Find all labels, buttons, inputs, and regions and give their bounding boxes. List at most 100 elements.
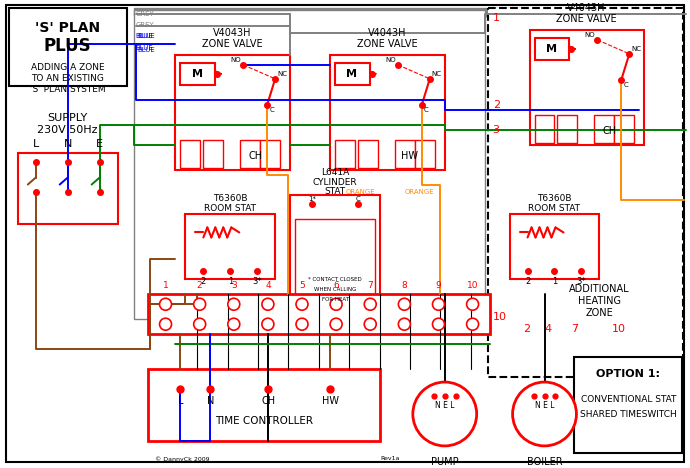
Text: PLUS: PLUS — [44, 37, 92, 55]
Circle shape — [364, 318, 376, 330]
Bar — [180, 63, 215, 85]
Text: 1: 1 — [552, 277, 557, 286]
Circle shape — [433, 318, 444, 330]
Bar — [335, 139, 355, 168]
Circle shape — [194, 318, 206, 330]
Bar — [594, 115, 614, 143]
Text: NO: NO — [584, 32, 595, 38]
Text: N: N — [206, 396, 214, 406]
Circle shape — [262, 318, 274, 330]
Text: NC: NC — [631, 46, 641, 52]
Text: * CONTACT CLOSED: * CONTACT CLOSED — [308, 277, 362, 282]
Text: 10: 10 — [493, 312, 506, 322]
Text: BLUE: BLUE — [137, 33, 155, 39]
Text: 3: 3 — [231, 281, 237, 290]
Text: ZONE VALVE: ZONE VALVE — [357, 39, 417, 49]
Bar — [18, 153, 117, 225]
Text: L: L — [32, 139, 39, 149]
Text: ORANGE: ORANGE — [405, 189, 435, 195]
Circle shape — [398, 318, 411, 330]
Text: N: N — [63, 139, 72, 149]
Text: T6360B: T6360B — [538, 194, 572, 203]
Text: SHARED TIMESWITCH: SHARED TIMESWITCH — [580, 410, 677, 419]
Bar — [488, 8, 683, 377]
Text: © DannyCk 2009: © DannyCk 2009 — [155, 456, 210, 462]
Text: C: C — [623, 82, 628, 88]
Circle shape — [398, 298, 411, 310]
Text: NO: NO — [230, 57, 241, 63]
Bar — [148, 369, 380, 441]
Text: C: C — [355, 196, 360, 202]
Text: N E L: N E L — [435, 402, 455, 410]
Bar — [415, 139, 435, 168]
Text: HEATING: HEATING — [578, 296, 621, 306]
Text: 2: 2 — [197, 281, 202, 290]
Bar — [180, 139, 200, 168]
Bar — [240, 139, 260, 168]
Text: M: M — [346, 69, 357, 79]
Text: ROOM STAT: ROOM STAT — [529, 204, 580, 213]
Circle shape — [364, 298, 376, 310]
Bar — [290, 195, 380, 314]
Bar — [535, 115, 555, 143]
Text: CONVENTIONAL STAT: CONVENTIONAL STAT — [580, 395, 676, 403]
Bar — [186, 214, 275, 279]
Text: C: C — [424, 107, 428, 113]
Circle shape — [296, 298, 308, 310]
Circle shape — [296, 318, 308, 330]
Circle shape — [413, 382, 477, 446]
Text: V4043H: V4043H — [368, 28, 406, 38]
Text: STAT: STAT — [324, 187, 346, 196]
Text: ROOM STAT: ROOM STAT — [204, 204, 256, 213]
Text: CH: CH — [602, 126, 616, 136]
Bar — [614, 115, 634, 143]
Text: ZONE VALVE: ZONE VALVE — [556, 14, 617, 24]
Text: 2: 2 — [201, 277, 206, 286]
Text: HW: HW — [322, 396, 339, 406]
Bar — [134, 10, 484, 319]
Text: V4043H: V4043H — [567, 3, 606, 13]
Circle shape — [194, 298, 206, 310]
Bar — [358, 139, 378, 168]
Text: 230V 50Hz: 230V 50Hz — [37, 124, 98, 135]
Circle shape — [433, 298, 444, 310]
Text: 3*: 3* — [253, 277, 262, 286]
Text: ZONE VALVE: ZONE VALVE — [202, 39, 263, 49]
Text: M: M — [192, 69, 203, 79]
Text: GREY: GREY — [135, 11, 155, 17]
Circle shape — [159, 298, 172, 310]
Text: CH: CH — [261, 396, 275, 406]
Text: ORANGE: ORANGE — [345, 189, 375, 195]
Text: NC: NC — [277, 71, 287, 77]
Bar — [175, 55, 290, 169]
Bar — [204, 139, 224, 168]
Circle shape — [262, 298, 274, 310]
Text: 6: 6 — [333, 281, 339, 290]
Text: 2: 2 — [525, 277, 530, 286]
Text: 5: 5 — [299, 281, 305, 290]
Text: BOILER: BOILER — [526, 457, 562, 467]
Text: 3: 3 — [493, 124, 500, 135]
Text: 2: 2 — [493, 100, 500, 110]
Text: 1: 1 — [163, 281, 168, 290]
Text: 4: 4 — [544, 324, 551, 334]
Text: 'S' PLAN SYSTEM: 'S' PLAN SYSTEM — [30, 85, 106, 94]
Text: BLUE: BLUE — [135, 33, 153, 39]
Text: M: M — [546, 44, 557, 54]
Text: NC: NC — [432, 71, 442, 77]
Circle shape — [228, 298, 239, 310]
Text: 8: 8 — [402, 281, 407, 290]
Text: HW: HW — [402, 151, 418, 161]
Circle shape — [330, 318, 342, 330]
Text: 1: 1 — [493, 13, 500, 23]
Text: 1: 1 — [228, 277, 233, 286]
Text: TO AN EXISTING: TO AN EXISTING — [31, 74, 104, 83]
Circle shape — [228, 318, 239, 330]
Bar — [558, 115, 578, 143]
Bar — [575, 357, 682, 453]
Text: C: C — [269, 107, 274, 113]
Text: V4043H: V4043H — [213, 28, 252, 38]
Bar — [510, 214, 600, 279]
Text: GREY: GREY — [135, 22, 155, 28]
Text: 4: 4 — [265, 281, 270, 290]
